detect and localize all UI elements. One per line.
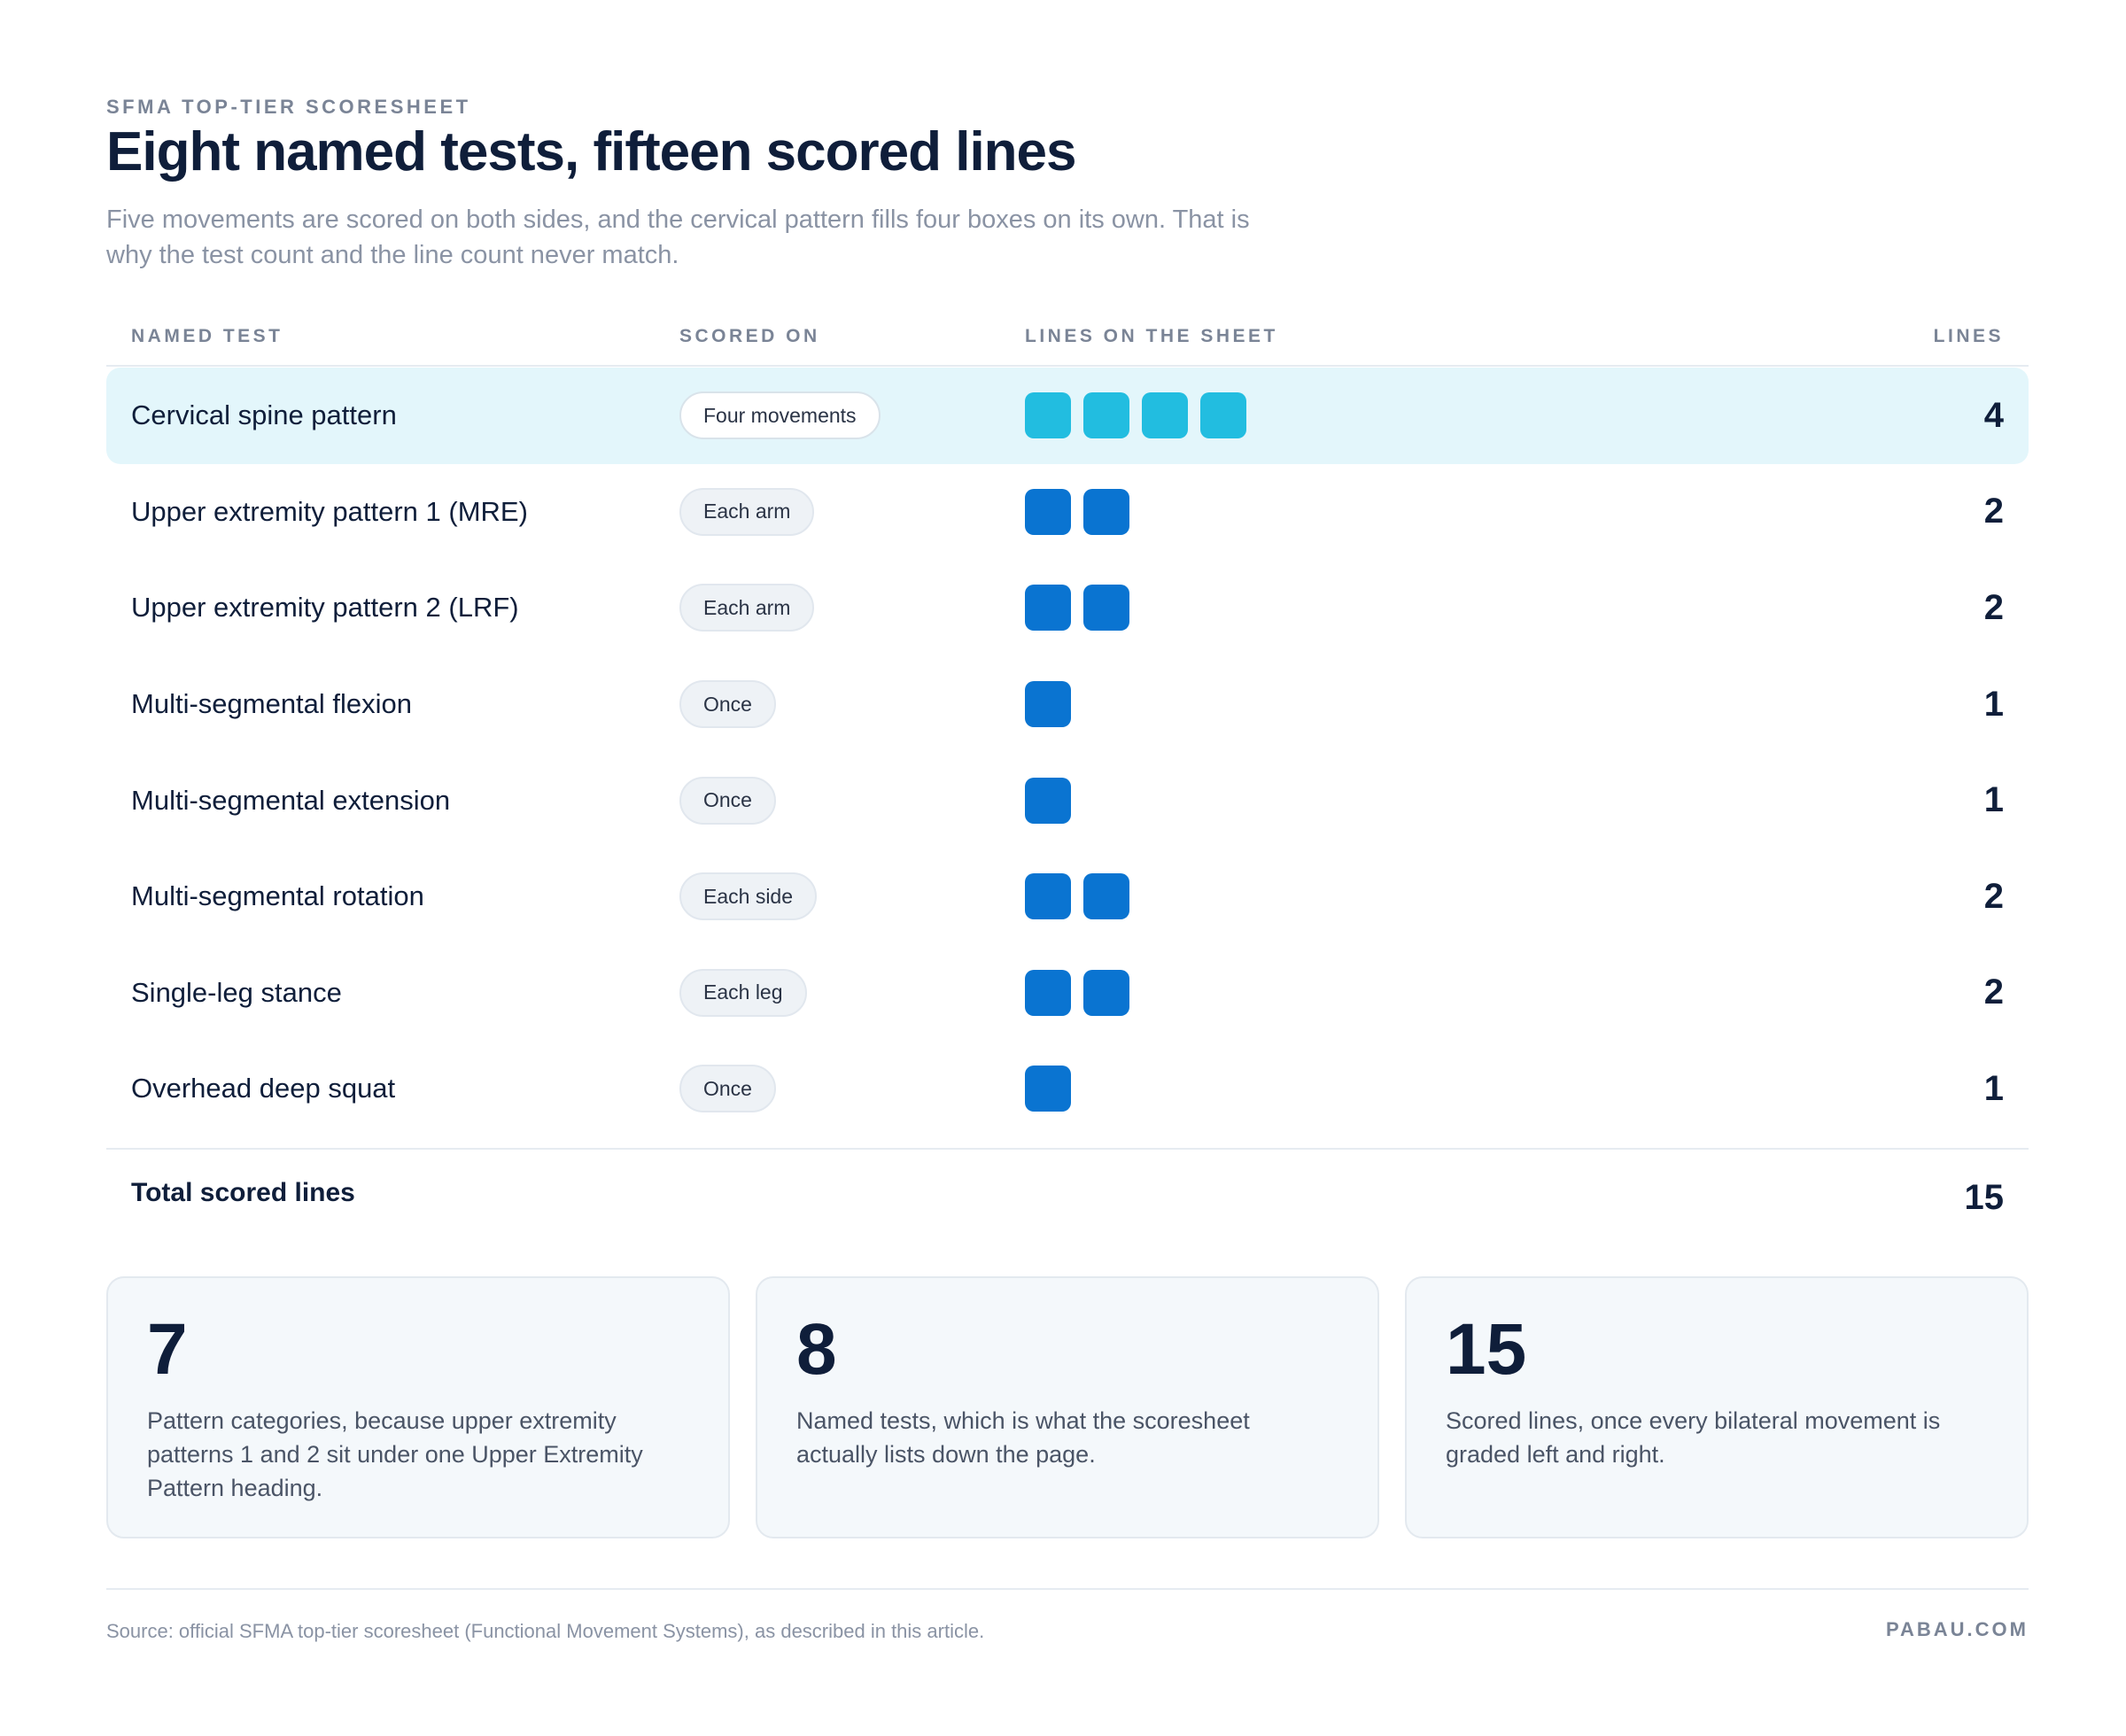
- scored-on-pill: Once: [679, 1065, 776, 1113]
- scored-on-pill: Four movements: [679, 391, 881, 440]
- stat-description: Pattern categories, because upper extrem…: [147, 1407, 643, 1501]
- table-row: Multi-segmental flexion Once 1: [106, 656, 2029, 753]
- lines-count: 2: [1983, 973, 2004, 1012]
- stat-card-named-tests: 8 Named tests, which is what the scoresh…: [756, 1276, 1379, 1538]
- source-note: Source: official SFMA top-tier scoreshee…: [106, 1620, 985, 1642]
- lines-count: 2: [1983, 876, 2004, 916]
- column-header-scored-on: SCORED ON: [679, 326, 820, 346]
- stat-number: 8: [796, 1309, 837, 1390]
- named-test-label: Upper extremity pattern 1 (MRE): [131, 495, 528, 527]
- lines-count: 1: [1983, 684, 2004, 724]
- stat-number: 7: [147, 1309, 188, 1390]
- scored-line-box: [1025, 392, 1071, 439]
- subtitle: Five movements are scored on both sides,…: [106, 205, 1250, 269]
- scored-line-box: [1083, 969, 1129, 1016]
- table-row: Multi-segmental rotation Each side 2: [106, 849, 2029, 945]
- total-row: Total scored lines 15: [106, 1148, 2029, 1245]
- lines-count: 1: [1983, 780, 2004, 820]
- stat-cards: 7 Pattern categories, because upper extr…: [106, 1276, 2029, 1538]
- named-test-label: Upper extremity pattern 2 (LRF): [131, 592, 519, 624]
- lines-count: 1: [1983, 1068, 2004, 1108]
- scored-line-box: [1025, 777, 1071, 824]
- page-title: Eight named tests, fifteen scored lines: [106, 121, 1076, 182]
- table-row: Multi-segmental extension Once 1: [106, 752, 2029, 849]
- scored-on-pill: Each leg: [679, 968, 807, 1017]
- named-test-label: Multi-segmental flexion: [131, 688, 413, 720]
- scored-line-box: [1025, 1066, 1071, 1112]
- total-value: 15: [1964, 1178, 2005, 1217]
- scored-line-box: [1083, 873, 1129, 920]
- scored-on-pill: Once: [679, 680, 776, 729]
- scored-line-box: [1200, 392, 1246, 439]
- lines-count: 4: [1983, 395, 2004, 435]
- footer-divider: [106, 1588, 2029, 1590]
- column-header-named-test: NAMED TEST: [131, 326, 283, 346]
- table-body: Cervical spine pattern Four movements 4 Upp…: [106, 368, 2029, 1137]
- scored-on-pill: Once: [679, 776, 776, 825]
- stat-card-scored-lines: 15 Scored lines, once every bilateral mo…: [1405, 1276, 2029, 1538]
- lines-count: 2: [1983, 492, 2004, 531]
- stat-number: 15: [1446, 1309, 1527, 1390]
- scored-line-box: [1083, 392, 1129, 439]
- table-header: NAMED TEST SCORED ON LINES ON THE SHEET …: [106, 326, 2029, 367]
- brand-mark: PABAU.COM: [1885, 1618, 2029, 1640]
- column-header-lines-on-sheet: LINES ON THE SHEET: [1025, 326, 1278, 346]
- scored-line-box: [1025, 873, 1071, 920]
- scored-line-box: [1025, 969, 1071, 1016]
- table-row: Overhead deep squat Once 1: [106, 1041, 2029, 1137]
- named-test-label: Single-leg stance: [131, 976, 342, 1008]
- table-row: Upper extremity pattern 2 (LRF) Each arm 2: [106, 560, 2029, 656]
- named-test-label: Multi-segmental rotation: [131, 880, 424, 912]
- eyebrow: SFMA TOP-TIER SCORESHEET: [106, 96, 471, 118]
- table-row: Upper extremity pattern 1 (MRE) Each arm 2: [106, 464, 2029, 561]
- stat-card-categories: 7 Pattern categories, because upper extr…: [106, 1276, 730, 1538]
- scored-line-box: [1025, 585, 1071, 632]
- column-header-lines: LINES: [1933, 326, 2004, 346]
- scored-line-box: [1142, 392, 1188, 439]
- scored-line-box: [1025, 488, 1071, 535]
- scored-line-box: [1083, 488, 1129, 535]
- scored-line-box: [1083, 585, 1129, 632]
- scored-on-pill: Each side: [679, 872, 818, 921]
- lines-count: 2: [1983, 587, 2004, 627]
- stat-description: Scored lines, once every bilateral movem…: [1446, 1407, 1941, 1468]
- named-test-label: Multi-segmental extension: [131, 784, 451, 816]
- table-row: Cervical spine pattern Four movements 4: [106, 368, 2029, 464]
- stat-description: Named tests, which is what the scoreshee…: [796, 1407, 1250, 1468]
- total-label: Total scored lines: [131, 1178, 355, 1207]
- scored-on-pill: Each arm: [679, 584, 815, 632]
- named-test-label: Cervical spine pattern: [131, 399, 397, 431]
- scored-line-box: [1025, 681, 1071, 728]
- named-test-label: Overhead deep squat: [131, 1073, 396, 1104]
- table-row: Single-leg stance Each leg 2: [106, 945, 2029, 1042]
- scored-on-pill: Each arm: [679, 487, 815, 536]
